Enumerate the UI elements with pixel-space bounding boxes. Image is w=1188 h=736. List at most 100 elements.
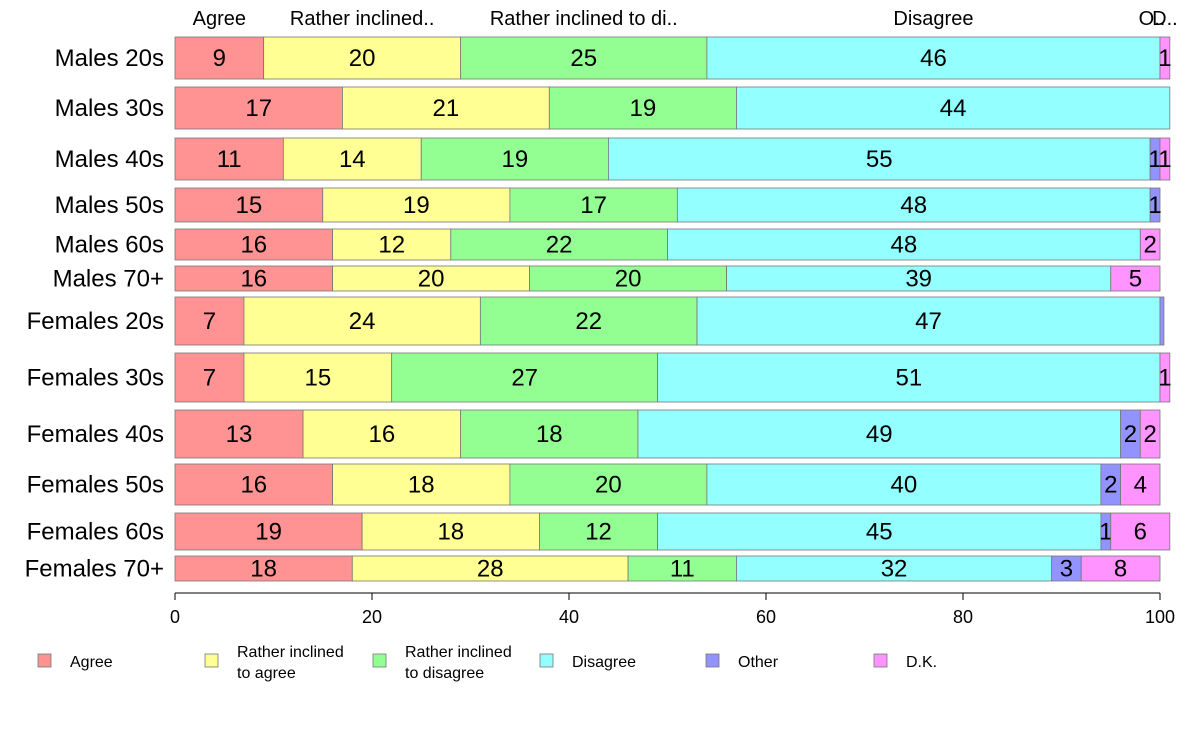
category-labels: Males 20s Males 30s Males 40s Males 50s Male… — [25, 45, 164, 583]
value-label: 51 — [895, 365, 922, 392]
category-label: Females 70+ — [25, 556, 164, 583]
value-label: 12 — [378, 232, 405, 259]
bar-d-k — [1159, 137, 1171, 181]
value-label: 11 — [217, 146, 242, 173]
bar-rather-inclined-to-disagree — [450, 228, 668, 261]
bar-rather-inclined-to-disagree — [460, 409, 639, 459]
legend-swatch — [204, 653, 219, 668]
bar-row-males-20s: 9 20 25 46 1 — [174, 36, 1172, 80]
value-label: 18 — [536, 421, 563, 448]
bar-d-k — [1080, 555, 1161, 582]
series-header-other: O.. — [1139, 8, 1166, 30]
value-label: 11 — [670, 556, 695, 583]
value-label: 13 — [226, 421, 253, 448]
legend-item-agree: Agree — [37, 653, 113, 671]
value-label: 22 — [546, 232, 573, 259]
value-label: 18 — [250, 556, 277, 583]
value-label: 15 — [236, 192, 263, 219]
value-label: 1 — [1158, 146, 1171, 173]
value-label: 5 — [1129, 266, 1142, 293]
x-tick-label: 40 — [559, 607, 579, 627]
bar-d-k — [1159, 36, 1171, 80]
value-label: 19 — [255, 519, 282, 546]
value-label: 39 — [905, 266, 932, 293]
legend-label: Agree — [70, 654, 113, 671]
bar-rather-inclined-to-disagree — [627, 555, 737, 582]
bar-rather-inclined-to-agree — [243, 352, 393, 403]
x-axis: 0 20 40 60 80 100 — [170, 592, 1175, 627]
bar-row-females-40s: 13 16 18 49 2 2 — [174, 409, 1161, 459]
legend-swatch — [372, 653, 387, 668]
bar-rather-inclined-to-disagree — [420, 137, 609, 181]
x-tick-label: 20 — [362, 607, 382, 627]
legend-label: D.K. — [906, 654, 937, 671]
bar-d-k — [1139, 409, 1161, 459]
value-label: 20 — [418, 266, 445, 293]
bar-other — [1149, 187, 1161, 223]
legend-label: to agree — [237, 665, 296, 682]
bar-rather-inclined-to-disagree — [479, 296, 698, 346]
legend-swatch — [539, 653, 554, 668]
bar-row-males-50s: 15 19 17 48 1 — [174, 187, 1162, 223]
value-label: 7 — [203, 308, 216, 335]
bar-row-males-30s: 17 21 19 44 — [174, 86, 1171, 130]
value-label: 12 — [585, 519, 612, 546]
value-label: 21 — [433, 95, 460, 122]
value-label: 20 — [595, 472, 622, 499]
value-label: 7 — [203, 365, 216, 392]
category-label: Males 30s — [55, 95, 164, 122]
value-label: 1 — [1158, 365, 1171, 392]
value-label: 3 — [1060, 556, 1073, 583]
bar-other — [1159, 296, 1165, 346]
bar-d-k — [1120, 463, 1161, 506]
bar-rather-inclined-to-disagree — [509, 463, 708, 506]
value-label: 6 — [1134, 519, 1147, 546]
legend-label: Other — [738, 654, 779, 671]
bar-rather-inclined-to-disagree — [391, 352, 659, 403]
x-tick-label: 80 — [953, 607, 973, 627]
series-header-disagree: Disagree — [893, 8, 973, 30]
category-label: Males 50s — [55, 192, 164, 219]
bar-disagree — [726, 265, 1112, 292]
bar-agree — [174, 463, 334, 506]
bar-agree — [174, 512, 363, 551]
bar-rather-inclined-to-agree — [342, 86, 550, 130]
category-label: Males 70+ — [53, 266, 164, 293]
legend-item-rather-inclined-to-agree: Rather inclined to agree — [204, 644, 344, 682]
value-label: 18 — [437, 519, 464, 546]
legend-item-other: Other — [705, 653, 779, 671]
value-label: 40 — [891, 472, 918, 499]
value-label: 49 — [866, 421, 893, 448]
bar-rather-inclined-to-agree — [263, 36, 462, 80]
bar-d-k — [1110, 512, 1171, 551]
legend-swatch — [37, 653, 52, 668]
bar-rather-inclined-to-disagree — [548, 86, 737, 130]
category-label: Males 20s — [55, 45, 164, 72]
bar-row-males-60s: 16 12 22 48 2 — [174, 228, 1161, 261]
value-label: 16 — [240, 472, 267, 499]
value-label: 27 — [511, 365, 538, 392]
value-label: 45 — [866, 519, 893, 546]
bar-rather-inclined-to-agree — [302, 409, 462, 459]
bar-rather-inclined-to-disagree — [539, 512, 659, 551]
bar-rather-inclined-to-agree — [332, 228, 452, 261]
value-label: 15 — [304, 365, 331, 392]
value-label: 17 — [580, 192, 607, 219]
bar-row-females-50s: 16 18 20 40 2 4 — [174, 463, 1161, 506]
value-label: 19 — [403, 192, 430, 219]
bar-agree — [174, 409, 304, 459]
series-header-agree: Agree — [193, 8, 246, 30]
series-header-rather-inclined-to-agree: Rather inclined.. — [290, 8, 435, 30]
value-label: 20 — [349, 45, 376, 72]
legend-item-rather-inclined-to-disagree: Rather inclined to disagree — [372, 644, 512, 682]
value-label: 1 — [1158, 45, 1171, 72]
legend-item-d-k: D.K. — [873, 653, 937, 671]
value-label: 9 — [213, 45, 226, 72]
legend-swatch — [873, 653, 888, 668]
category-label: Females 50s — [27, 472, 164, 499]
bar-row-males-40s: 11 14 19 55 11 — [174, 137, 1172, 181]
value-label: 2 — [1143, 421, 1156, 448]
value-label: 4 — [1134, 472, 1147, 499]
bar-agree — [174, 228, 334, 261]
